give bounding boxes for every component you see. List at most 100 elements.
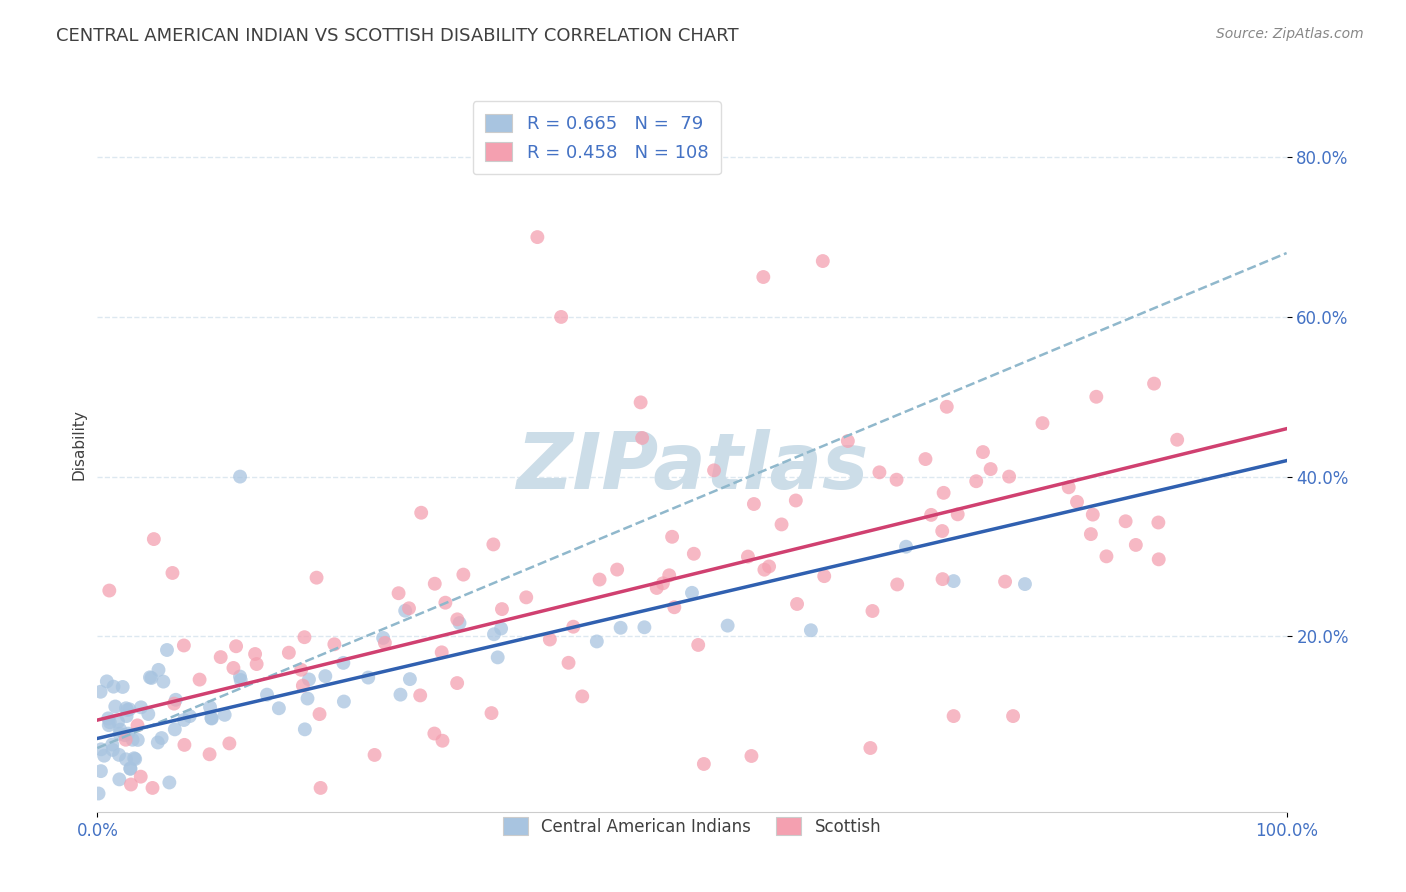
Point (1125, 538, 1147, 552)
Text: Source: ZipAtlas.com: Source: ZipAtlas.com (1216, 27, 1364, 41)
Point (740, 749, 762, 764)
Point (661, 530, 683, 544)
Point (682, 547, 704, 561)
Point (305, 571, 328, 585)
Point (98, 583, 121, 598)
Point (486, 650, 509, 665)
Point (585, 634, 607, 648)
Point (651, 576, 673, 591)
Point (201, 712, 224, 726)
Point (1031, 416, 1053, 430)
Point (931, 572, 953, 586)
Point (104, 699, 127, 714)
Point (209, 650, 232, 665)
Point (389, 688, 412, 702)
Point (108, 772, 131, 787)
Point (122, 751, 145, 765)
Point (1085, 390, 1108, 404)
Point (398, 601, 420, 615)
Point (434, 596, 457, 610)
Point (658, 568, 681, 582)
Point (482, 627, 505, 641)
Point (1066, 495, 1088, 509)
Point (141, 780, 163, 795)
Point (127, 718, 149, 732)
Point (373, 631, 395, 645)
Point (198, 747, 221, 762)
Legend: Central American Indians, Scottish: Central American Indians, Scottish (495, 809, 890, 844)
Point (98, 715, 121, 730)
Point (449, 615, 471, 630)
Point (173, 713, 195, 727)
Point (108, 726, 131, 740)
Point (387, 586, 409, 600)
Point (894, 540, 917, 554)
Point (323, 637, 346, 651)
Point (800, 624, 823, 638)
Point (742, 497, 765, 511)
Point (994, 574, 1017, 589)
Point (664, 600, 686, 615)
Point (97, 711, 120, 725)
Point (108, 747, 131, 762)
Point (681, 586, 703, 600)
Point (127, 732, 149, 747)
Point (932, 486, 955, 500)
Point (243, 647, 266, 661)
Point (754, 563, 776, 577)
Point (129, 770, 152, 784)
Point (121, 732, 143, 747)
Point (314, 669, 336, 683)
Point (108, 723, 131, 737)
Point (214, 707, 236, 722)
Point (770, 517, 793, 532)
Point (198, 700, 221, 714)
Point (423, 576, 446, 591)
Point (886, 577, 908, 591)
Point (482, 537, 505, 551)
Point (309, 780, 332, 795)
Point (1147, 516, 1170, 530)
Point (129, 700, 152, 714)
Point (453, 567, 475, 582)
Point (837, 434, 859, 448)
Point (1143, 376, 1166, 391)
Point (363, 747, 385, 762)
Point (163, 723, 186, 737)
Point (114, 728, 136, 742)
Point (124, 752, 146, 766)
Point (115, 709, 138, 723)
Point (93, 748, 115, 763)
Point (481, 706, 503, 720)
Text: ZIPatlas: ZIPatlas (516, 429, 868, 505)
Point (914, 452, 936, 467)
Point (96, 674, 118, 689)
Point (152, 674, 174, 689)
Point (868, 466, 890, 480)
Point (229, 469, 252, 483)
Point (571, 690, 593, 704)
Point (156, 643, 179, 657)
Point (163, 697, 186, 711)
Point (87, 787, 110, 801)
Point (150, 731, 173, 745)
Point (222, 661, 245, 675)
Point (931, 524, 953, 538)
Point (411, 506, 433, 520)
Point (430, 645, 453, 659)
Point (588, 573, 610, 587)
Point (229, 669, 252, 683)
Point (631, 431, 654, 445)
Point (1115, 514, 1137, 528)
Y-axis label: Disability: Disability (72, 409, 86, 480)
Point (491, 602, 513, 616)
Point (737, 549, 759, 564)
Point (399, 672, 422, 686)
Point (294, 723, 316, 737)
Point (645, 581, 668, 595)
Point (965, 474, 987, 488)
Point (225, 640, 247, 654)
Point (218, 736, 240, 750)
Point (693, 756, 716, 771)
Point (332, 656, 354, 670)
